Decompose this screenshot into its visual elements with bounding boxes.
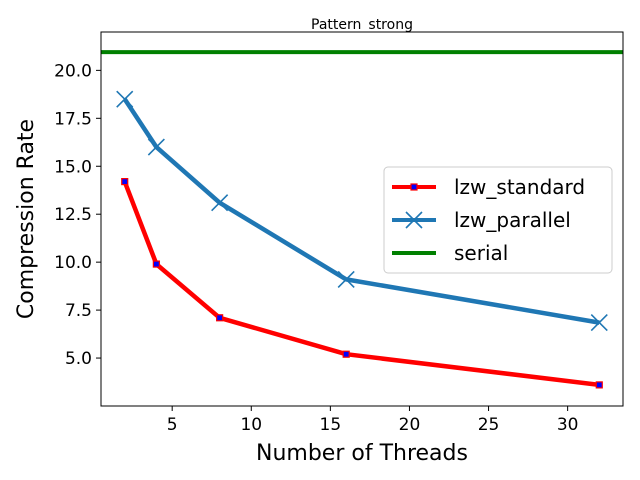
y-tick-label: 7.5 — [65, 301, 92, 321]
legend-marker — [405, 211, 423, 229]
x-tick-label: 20 — [399, 415, 421, 435]
data-point — [216, 314, 224, 322]
legend-label: lzw_parallel — [454, 208, 571, 232]
y-tick-label: 17.5 — [54, 109, 92, 129]
plot-frame — [100, 31, 624, 407]
data-point — [116, 90, 134, 108]
y-tick-label: 10.0 — [54, 253, 92, 273]
data-point — [337, 270, 355, 288]
legend-item-lzw_standard: lzw_standard — [392, 175, 585, 199]
x-tick-label: 5 — [167, 415, 178, 435]
y-tick-label: 12.5 — [54, 205, 92, 225]
x-tick-label: 15 — [320, 415, 342, 435]
y-axis: 5.0 7.5 10.0 12.5 15.0 17.5 20.0 — [54, 61, 101, 369]
y-tick-label: 20.0 — [54, 61, 92, 81]
data-point — [211, 194, 229, 212]
legend-marker — [410, 183, 418, 191]
legend-item-serial: serial — [392, 241, 508, 265]
y-tick-label: 5.0 — [65, 349, 92, 369]
x-axis: 5 10 15 20 25 30 — [167, 406, 579, 435]
data-point — [152, 260, 160, 268]
x-tick-label: 30 — [557, 415, 579, 435]
legend-label: serial — [454, 241, 508, 265]
data-point — [590, 314, 608, 332]
x-tick-label: 10 — [240, 415, 262, 435]
legend-label: lzw_standard — [454, 175, 585, 199]
x-tick-label: 25 — [478, 415, 500, 435]
chart-title: Pattern_strong — [311, 17, 413, 33]
data-point — [121, 178, 129, 186]
legend-box — [383, 166, 613, 274]
data-point — [595, 381, 603, 389]
y-axis-label: Compression Rate — [14, 119, 39, 319]
series-layer — [101, 50, 623, 389]
data-point — [147, 138, 165, 156]
legend-item-lzw_parallel: lzw_parallel — [392, 208, 571, 232]
series-lzw_standard — [121, 178, 603, 389]
data-point — [342, 350, 350, 358]
y-tick-label: 15.0 — [54, 157, 92, 177]
series-lzw_parallel — [116, 90, 608, 332]
x-axis-label: Number of Threads — [256, 441, 468, 466]
